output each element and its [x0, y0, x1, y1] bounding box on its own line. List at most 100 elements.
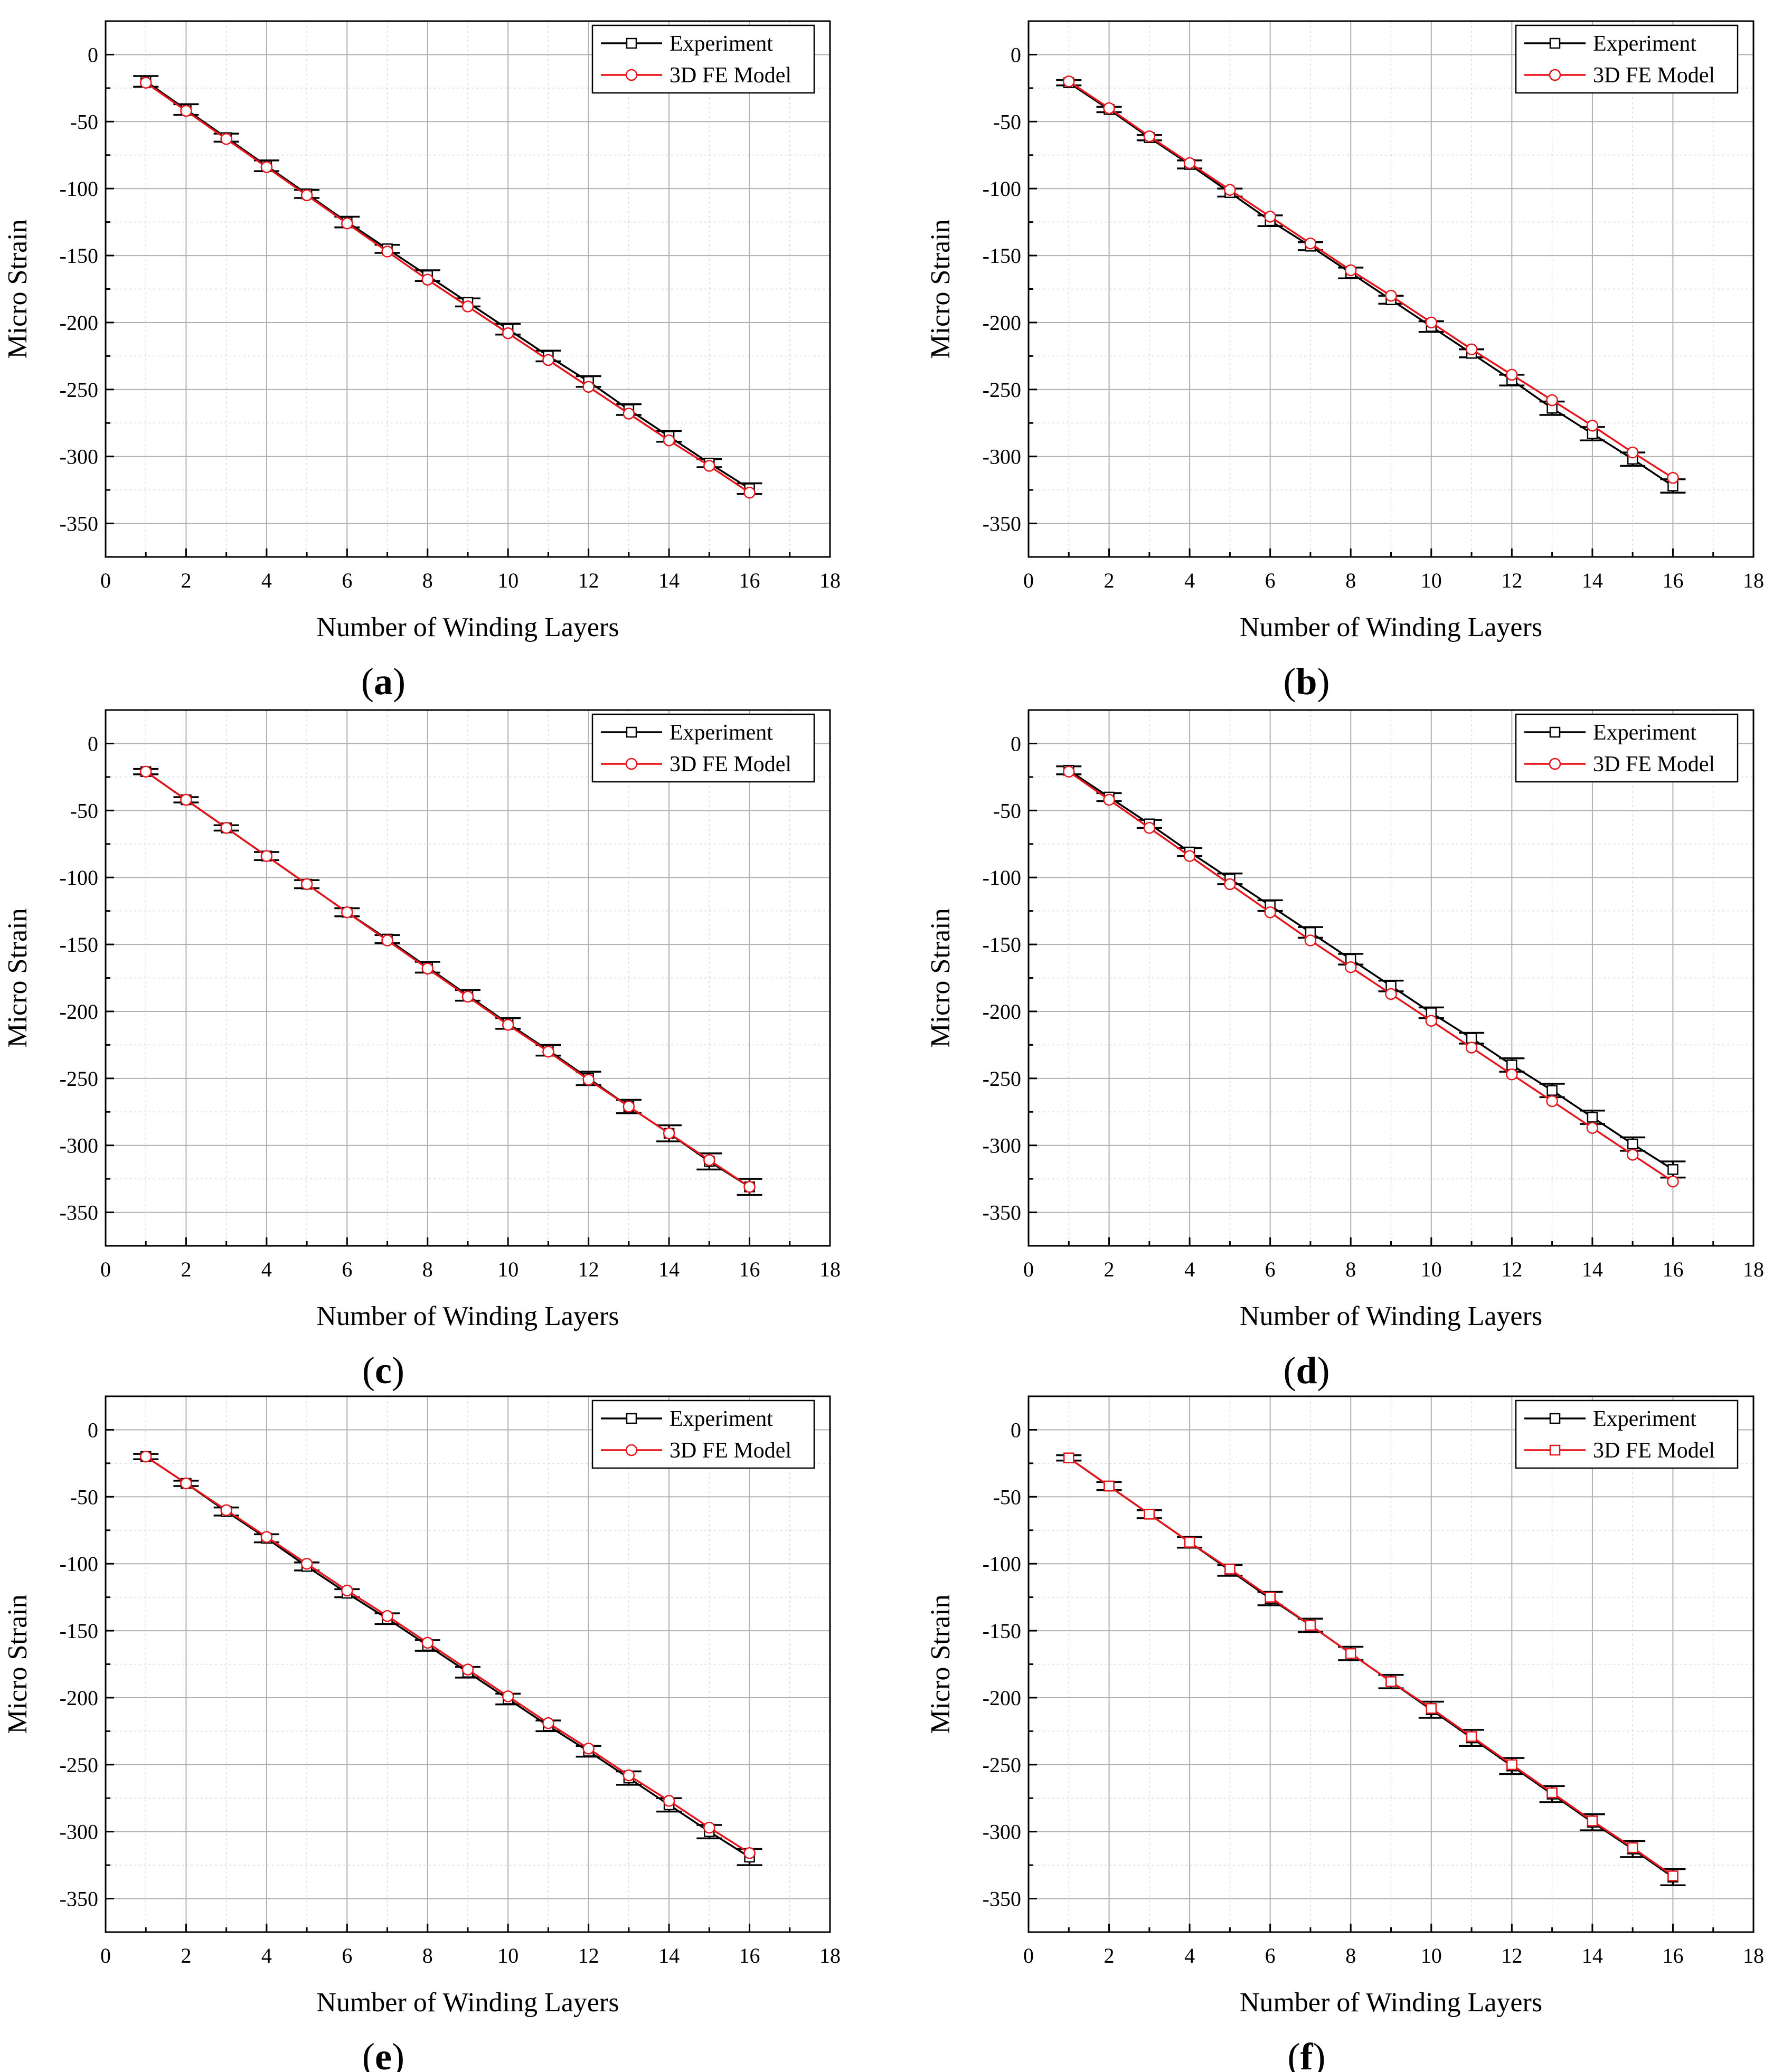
data-point: [1265, 1592, 1276, 1603]
y-axis-title: Micro Strain: [3, 908, 33, 1047]
legend-box: [1515, 24, 1739, 94]
data-point: [1667, 1164, 1678, 1175]
x-tick-label: 2: [181, 569, 191, 592]
data-point: [1626, 1149, 1639, 1161]
x-tick-label: 4: [261, 1257, 272, 1281]
y-tick-label: -350: [983, 1887, 1021, 1911]
y-tick-label: -250: [60, 378, 98, 402]
data-point: [421, 273, 434, 286]
legend-item: 3D FE Model: [1524, 752, 1715, 777]
data-point: [582, 1074, 595, 1086]
data-point: [1344, 961, 1357, 973]
y-tick-label: -100: [983, 1552, 1021, 1576]
y-tick-label: -350: [983, 1201, 1021, 1225]
y-tick-label: -200: [60, 1686, 98, 1710]
data-point: [1143, 822, 1156, 834]
legend-marker: [1549, 1444, 1561, 1456]
y-tick-label: -200: [60, 311, 98, 335]
x-tick-label: 18: [1743, 1944, 1764, 1967]
x-axis-title: Number of Winding Layers: [1240, 612, 1542, 642]
legend-label: Experiment: [1593, 721, 1696, 745]
data-point: [623, 1769, 635, 1782]
series-fe-model: [1063, 765, 1679, 1188]
legend: Experiment 3D FE Model: [1515, 713, 1739, 783]
data-point: [1305, 1620, 1316, 1631]
x-tick-label: 14: [658, 1944, 680, 1967]
y-tick-label: -200: [983, 311, 1021, 335]
x-tick-label: 10: [497, 569, 518, 592]
data-point: [1104, 1480, 1115, 1492]
y-axis-title: Micro Strain: [3, 1594, 33, 1734]
y-tick-label: -100: [60, 866, 98, 890]
panel-label: (c): [362, 1349, 404, 1392]
data-point: [1143, 130, 1156, 143]
y-tick-label: -100: [983, 866, 1021, 890]
panel-f: 0 2 4 6 8 10 12 14 16 18 0 -50 -100 -150 -200 -250 -300 -…: [926, 1395, 1764, 2072]
y-axis-title: Micro Strain: [3, 219, 33, 358]
panel-label-letter: d: [1296, 1349, 1317, 1392]
y-tick-label: -350: [60, 512, 98, 536]
y-tick-label: -50: [70, 799, 98, 822]
minor-grid: [1029, 709, 1753, 1246]
data-point: [1063, 1452, 1074, 1463]
data-point: [139, 1450, 152, 1463]
data-point: [1103, 102, 1115, 115]
legend: Experiment 3D FE Model: [1515, 24, 1739, 94]
y-tick-label: -50: [993, 110, 1021, 134]
data-point: [381, 1610, 393, 1622]
series-line: [145, 1455, 750, 1858]
data-point: [703, 1821, 715, 1834]
legend: Experiment 3D FE Model: [1515, 1399, 1739, 1469]
data-point: [1224, 1564, 1236, 1575]
data-point: [461, 300, 474, 313]
x-axis-title: Number of Winding Layers: [316, 1301, 619, 1331]
legend-marker: [1549, 1413, 1561, 1424]
data-point: [220, 133, 232, 145]
x-tick-label: 4: [261, 1944, 272, 1967]
data-point: [300, 189, 313, 202]
legend-marker: [625, 758, 638, 770]
x-tick-label: 12: [578, 569, 599, 592]
legend-marker: [1549, 37, 1561, 49]
x-tick-label: 16: [739, 569, 760, 592]
x-axis-title: Number of Winding Layers: [316, 612, 619, 642]
data-point: [220, 1504, 232, 1516]
panel-label-letter: f: [1300, 2036, 1314, 2072]
x-tick-label: 18: [1743, 569, 1764, 592]
data-point: [1304, 237, 1317, 250]
legend-label: 3D FE Model: [1593, 63, 1715, 88]
x-tick-label: 4: [1184, 569, 1195, 592]
panel-label: (e): [362, 2036, 404, 2072]
data-point: [1466, 1731, 1477, 1742]
y-tick-label: -50: [70, 110, 98, 134]
x-tick-label: 10: [1421, 1944, 1442, 1967]
series-fe-model: [139, 1450, 756, 1859]
data-point: [1667, 1175, 1679, 1188]
y-tick-label: 0: [88, 43, 98, 67]
data-point: [1425, 1015, 1438, 1027]
axis-ticks: [105, 20, 831, 557]
data-point: [1304, 934, 1317, 947]
x-tick-label: 10: [497, 1944, 518, 1967]
series-line: [1068, 769, 1674, 1170]
axis-ticks: [105, 709, 831, 1246]
y-tick-label: -300: [60, 445, 98, 469]
series-fe-model: [139, 765, 756, 1193]
y-tick-label: 0: [1011, 732, 1021, 755]
data-point: [260, 161, 273, 173]
data-point: [1626, 446, 1639, 459]
y-tick-label: 0: [1011, 43, 1021, 67]
x-tick-label: 4: [1184, 1257, 1195, 1281]
legend-label: Experiment: [669, 721, 773, 745]
series-fe-model: [139, 77, 756, 499]
panel-d: 0 2 4 6 8 10 12 14 16 18 0 -50 -100 -150 -200 -250 -300 -…: [926, 709, 1764, 1392]
x-tick-label: 2: [1104, 1944, 1115, 1967]
legend-marker: [1549, 758, 1561, 770]
data-point: [1586, 1122, 1599, 1134]
data-point: [1385, 988, 1397, 1000]
x-tick-label: 6: [342, 569, 352, 592]
data-point: [1506, 1059, 1517, 1071]
x-tick-label: 10: [497, 1257, 518, 1281]
panel-label-letter: b: [1296, 660, 1317, 703]
y-tick-label: -250: [60, 1067, 98, 1091]
